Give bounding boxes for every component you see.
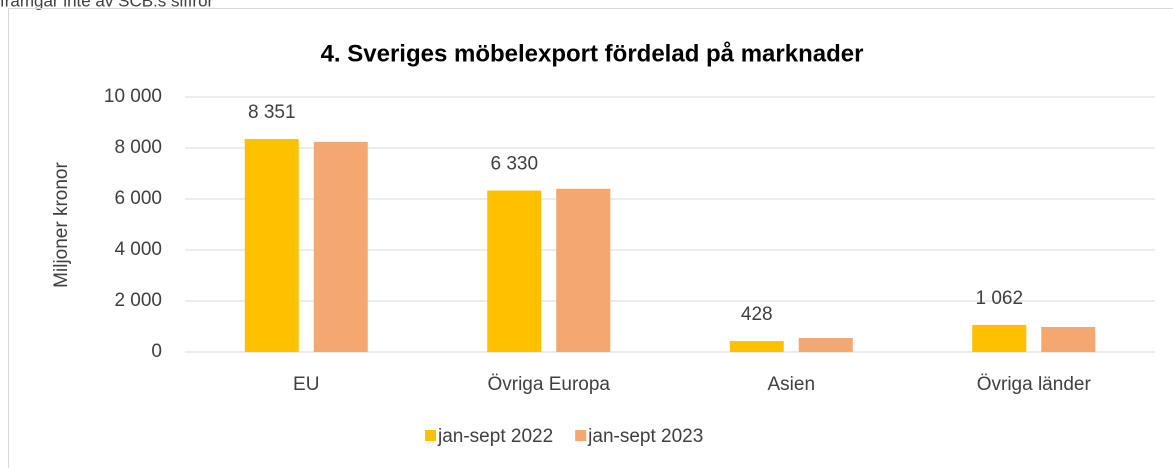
bar [729,341,784,352]
note: framgår inte av SCB:s siffror [0,0,214,10]
x-tick-label: Asien [767,374,815,395]
y-tick-label: 4 000 [114,239,162,260]
bar [798,337,853,352]
data-label: 1 062 [975,288,1023,309]
bar [313,141,368,352]
y-tick-label: 10 000 [104,86,162,107]
legend-label: jan-sept 2023 [587,426,703,447]
y-axis-label: Miljoner kronor [51,162,72,288]
y-tick-label: 8 000 [114,137,162,158]
y-tick-label: 6 000 [114,188,162,209]
x-tick-label: Övriga Europa [487,374,610,395]
bar [487,190,542,352]
bar [972,324,1027,352]
y-tick-label: 0 [151,341,162,362]
data-label: 6 330 [490,154,538,175]
x-tick-label: Övriga länder [977,374,1092,395]
bar [556,188,611,352]
data-label: 428 [741,304,773,325]
x-tick-label: EU [293,374,319,395]
bar [244,139,299,352]
y-tick-label: 2 000 [114,290,162,311]
bar [1041,327,1096,352]
chart-frame [8,8,1173,468]
legend-swatch [575,430,587,441]
legend-swatch [425,430,436,441]
legend-label: jan-sept 2022 [437,426,553,447]
data-label: 8 351 [248,102,296,123]
chart-title: 4. Sveriges möbelexport fördelad på mark… [321,40,864,67]
